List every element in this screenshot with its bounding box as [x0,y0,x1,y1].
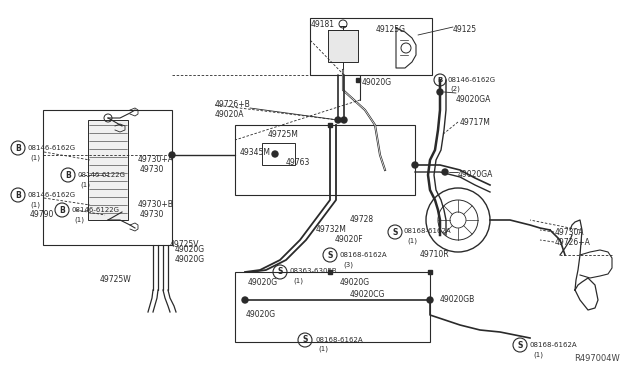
Bar [328,30,358,62]
Text: 49710R: 49710R [420,250,450,259]
Circle shape [335,117,341,123]
Circle shape [427,297,433,303]
Text: 49790: 49790 [30,210,54,219]
Text: 08146-6162G: 08146-6162G [447,77,495,83]
Text: B: B [15,144,21,153]
Text: (3): (3) [343,261,353,267]
Text: 08168-6162A: 08168-6162A [315,337,363,343]
Text: 49730+B: 49730+B [138,200,174,209]
Text: 08168-6162A: 08168-6162A [404,228,452,234]
Text: B: B [15,190,21,199]
Bar [428,270,432,274]
Text: 49725V: 49725V [170,240,200,249]
Bar [328,270,332,274]
Bar [328,123,332,127]
Text: 08146-6122G: 08146-6122G [77,172,125,178]
Text: 49726+A: 49726+A [555,238,591,247]
Bar [88,120,128,220]
Text: R497004W: R497004W [574,354,620,363]
Text: 49725M: 49725M [268,130,299,139]
Text: 49125: 49125 [453,25,477,34]
Bar [310,18,432,75]
Text: 49717M: 49717M [460,118,491,127]
Text: 49763: 49763 [286,158,310,167]
Text: 49020G: 49020G [340,278,370,287]
Text: 49020GA: 49020GA [456,95,492,104]
Text: B: B [59,205,65,215]
Text: (1): (1) [30,154,40,160]
Text: (1): (1) [407,237,417,244]
Circle shape [242,297,248,303]
Text: B: B [65,170,71,180]
Text: 49020GA: 49020GA [458,170,493,179]
Text: 49730+A: 49730+A [138,155,174,164]
Text: S: S [277,267,283,276]
Text: 49730: 49730 [140,165,164,174]
Text: 49726+B: 49726+B [215,100,251,109]
Text: (1): (1) [80,181,90,187]
Text: (1): (1) [30,201,40,208]
Text: 49020G: 49020G [362,78,392,87]
Bar [235,125,415,195]
Text: 08146-6162G: 08146-6162G [27,145,75,151]
Circle shape [442,169,448,175]
Bar [43,110,172,245]
Text: 49125G: 49125G [376,25,406,34]
Bar [235,272,430,342]
Text: 49730: 49730 [140,210,164,219]
Text: 08146-6122G: 08146-6122G [71,207,119,213]
Bar [356,78,360,82]
Text: (1): (1) [293,277,303,283]
Text: 49020G: 49020G [246,310,276,319]
Text: 49020CG: 49020CG [350,290,385,299]
Text: 49020G: 49020G [175,255,205,264]
Text: S: S [517,340,523,350]
Text: (1): (1) [74,216,84,222]
Text: 49345M: 49345M [240,148,271,157]
Text: S: S [302,336,308,344]
Text: 49728: 49728 [350,215,374,224]
Text: (1): (1) [318,346,328,353]
Text: 49725W: 49725W [100,275,132,284]
Text: S: S [392,228,397,237]
Text: 49020GB: 49020GB [440,295,476,304]
Circle shape [412,162,418,168]
Text: 08146-6162G: 08146-6162G [27,192,75,198]
Bar [262,143,295,165]
Circle shape [341,117,347,123]
Circle shape [272,151,278,157]
Text: 49181: 49181 [311,20,335,29]
Text: (1): (1) [533,351,543,357]
Text: S: S [327,250,333,260]
Text: 08168-6162A: 08168-6162A [530,342,578,348]
Text: (2): (2) [450,85,460,92]
Text: 49732M: 49732M [316,225,347,234]
Text: 08168-6162A: 08168-6162A [340,252,388,258]
Text: 49020G: 49020G [175,245,205,254]
Text: 49020A: 49020A [215,110,244,119]
Text: 49020F: 49020F [335,235,364,244]
Circle shape [437,89,443,95]
Text: 49730A: 49730A [555,228,584,237]
Circle shape [169,152,175,158]
Text: 49020G: 49020G [248,278,278,287]
Text: B: B [437,77,443,83]
Text: 08363-6305B: 08363-6305B [290,268,338,274]
